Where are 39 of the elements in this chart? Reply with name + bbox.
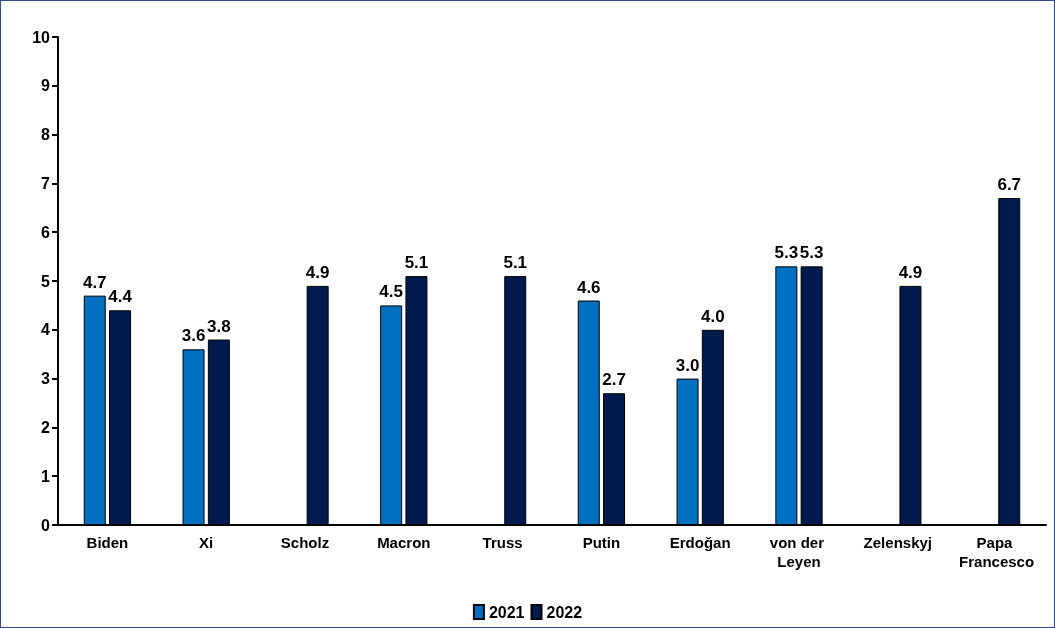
data-label: 4.0	[701, 306, 725, 326]
x-tick-label: Scholz	[280, 534, 330, 551]
x-tick-label: von der Leyen	[769, 534, 829, 570]
x-tick-label: Truss	[482, 534, 523, 551]
data-label: 4.5	[379, 282, 403, 302]
y-tick-label: 10	[32, 28, 51, 46]
x-tick-label: Erdoğan	[669, 534, 731, 551]
y-tick-label: 7	[41, 174, 51, 192]
x-tick-label: Papa Francesco	[959, 534, 1035, 570]
data-label: 4.9	[898, 262, 923, 282]
y-tick-label: 9	[41, 77, 51, 95]
x-tick-label: Xi	[199, 534, 214, 551]
x-tick-label: Biden	[86, 534, 129, 551]
legend-label: 2022	[546, 603, 583, 621]
legend-label: 2021	[488, 603, 525, 621]
data-label: 4.9	[305, 262, 330, 282]
data-label: 5.3	[799, 243, 824, 263]
data-label: 3.8	[207, 316, 231, 336]
data-label: 4.4	[108, 287, 133, 307]
x-tick-label: Zelenskyj	[863, 534, 932, 551]
data-label: 4.6	[576, 277, 601, 297]
y-tick-label: 8	[41, 126, 51, 144]
data-label: 5.1	[503, 253, 528, 273]
y-tick-label: 6	[41, 223, 51, 241]
x-tick-label: Putin	[582, 534, 621, 551]
y-tick-label: 4	[41, 321, 51, 339]
y-tick-label: 0	[41, 516, 51, 534]
data-label: 5.1	[404, 253, 429, 273]
y-tick-label: 2	[41, 418, 51, 436]
data-label: 5.3	[774, 243, 799, 263]
data-label: 4.7	[82, 272, 107, 292]
y-tick-label: 3	[41, 370, 51, 388]
data-label: 3.6	[181, 326, 206, 346]
data-label: 3.0	[675, 355, 700, 375]
y-tick-label: 1	[41, 467, 51, 485]
y-tick-label: 5	[41, 272, 51, 290]
data-label: 6.7	[997, 175, 1022, 195]
data-label: 2.7	[602, 370, 626, 390]
x-tick-label: Macron	[377, 534, 431, 551]
